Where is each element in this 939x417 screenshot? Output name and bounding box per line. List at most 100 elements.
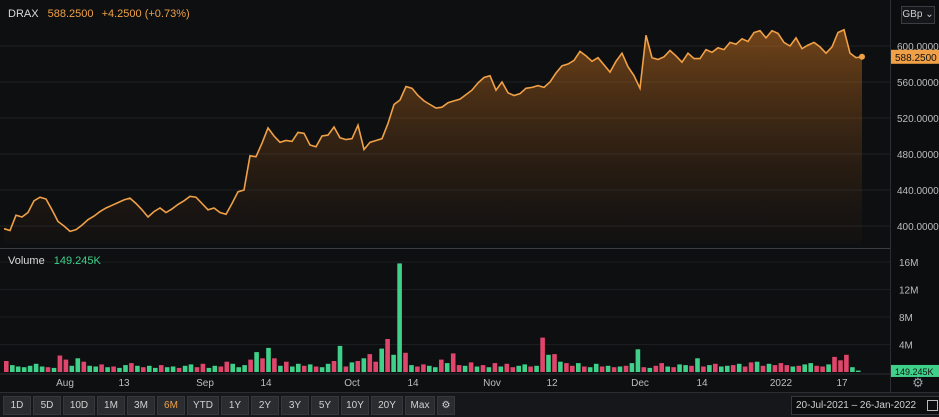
price-header: DRAX 588.2500 +4.2500 (+0.73%) [8, 8, 190, 20]
period-button-6m[interactable]: 6M [157, 396, 185, 415]
volume-bar [224, 361, 230, 372]
volume-bar [81, 361, 87, 372]
volume-bar [671, 367, 676, 372]
volume-bar [456, 365, 462, 372]
volume-bar [653, 365, 659, 372]
volume-bar [832, 356, 837, 372]
volume-bar [623, 365, 629, 372]
volume-bar [462, 365, 468, 372]
volume-tick: 4M [899, 341, 913, 352]
volume-bar [576, 363, 581, 372]
x-axis-tick: Nov [483, 378, 501, 389]
volume-bar [570, 365, 575, 372]
volume-bar [802, 364, 807, 372]
volume-bar [343, 366, 349, 372]
period-toolbar: 1D 5D 10D 1M 3M 6M YTD 1Y 2Y 3Y 5Y 10Y 20Y Max ⚙ 20-Ju… [0, 392, 939, 417]
period-button-max[interactable]: Max [405, 396, 435, 415]
last-price: 588.2500 [47, 8, 94, 20]
volume-bar [552, 354, 557, 372]
period-button-ytd[interactable]: YTD [187, 396, 219, 415]
volume-bar [415, 366, 420, 372]
pane-divider[interactable] [0, 248, 890, 249]
volume-bar [325, 363, 331, 373]
volume-bar [677, 364, 682, 372]
volume-bar [814, 365, 819, 372]
period-button-20y[interactable]: 20Y [371, 396, 403, 415]
volume-bar [427, 365, 432, 372]
price-change: +4.2500 (+0.73%) [101, 8, 190, 20]
volume-bar [766, 363, 772, 373]
period-button-1y[interactable]: 1Y [221, 396, 249, 415]
calendar-icon[interactable] [927, 400, 938, 411]
x-axis-tick: Sep [196, 378, 214, 389]
volume-bar [856, 370, 861, 372]
volume-label: Volume [8, 255, 45, 267]
volume-bar [260, 358, 265, 373]
volume-bar [587, 367, 593, 372]
volume-bar [593, 363, 599, 373]
period-button-3y[interactable]: 3Y [281, 396, 309, 415]
volume-bar [450, 353, 456, 372]
volume-bar [373, 361, 378, 372]
volume-bar [206, 367, 212, 372]
period-button-10y[interactable]: 10Y [341, 396, 369, 415]
volume-bar [611, 367, 617, 372]
volume-bar [99, 364, 104, 372]
currency-dropdown[interactable]: GBp ⌄ [901, 6, 935, 24]
x-axis-tick: 14 [260, 378, 272, 389]
period-button-5y[interactable]: 5Y [311, 396, 339, 415]
volume-bar [629, 363, 635, 372]
volume-bar [647, 367, 653, 372]
volume-bar [63, 359, 69, 372]
volume-bar [242, 365, 247, 372]
chart-svg[interactable]: Aug 13 Sep 14 Oct 14 Nov 12 Dec 14 2022 17 [0, 0, 890, 392]
price-line[interactable] [3, 28, 863, 233]
x-axis-tick: Aug [56, 378, 74, 389]
volume-bar [51, 367, 57, 372]
volume-bar [200, 363, 206, 373]
period-button-2y[interactable]: 2Y [251, 396, 279, 415]
volume-bar [719, 366, 724, 372]
current-price-tag [891, 49, 939, 64]
volume-bar [522, 364, 527, 372]
x-axis-tick: Oct [344, 378, 360, 389]
plot-area[interactable]: Aug 13 Sep 14 Oct 14 Nov 12 Dec 14 2022 17 [0, 0, 890, 392]
volume-tick: 8M [899, 313, 913, 324]
period-button-1m[interactable]: 1M [97, 396, 125, 415]
volume-bar [212, 365, 218, 372]
volume-value: 149.245K [53, 255, 101, 267]
toolbar-settings-icon[interactable]: ⚙ [437, 396, 455, 415]
current-price-tag-text: 588.2500 [895, 53, 937, 64]
volume-bar [540, 337, 545, 372]
volume-bar [391, 354, 396, 372]
volume-bar [296, 363, 301, 373]
volume-bar [844, 354, 849, 372]
volume-bar [45, 367, 51, 372]
volume-bar [701, 366, 706, 372]
volume-bar [617, 366, 623, 372]
volume-bar [820, 366, 825, 372]
volume-bar [736, 363, 742, 373]
volume-bar [528, 366, 533, 372]
volume-bar [4, 361, 9, 372]
volume-header: Volume 149.245K [8, 255, 101, 267]
settings-gear-icon[interactable]: ⚙ [912, 375, 924, 390]
period-button-10d[interactable]: 10D [63, 396, 95, 415]
volume-bar [272, 358, 277, 373]
volume-bar [474, 366, 480, 372]
volume-bar [665, 366, 670, 372]
volume-bar [135, 365, 140, 372]
period-button-5d[interactable]: 5D [33, 396, 61, 415]
volume-bar [266, 347, 271, 372]
volume-bar [39, 366, 45, 372]
volume-bar [504, 363, 510, 373]
volume-bar [713, 363, 718, 373]
period-button-1d[interactable]: 1D [3, 396, 31, 415]
axis-svg: 600.0000 560.0000 520.0000 480.0000 440.0000… [891, 42, 939, 377]
volume-bar [123, 365, 128, 372]
volume-bar [230, 363, 235, 373]
volume-tick: 16M [899, 258, 918, 269]
period-button-3m[interactable]: 3M [127, 396, 155, 415]
date-range-field[interactable]: 20-Jul-2021 – 26-Jan-2022 [791, 396, 939, 415]
